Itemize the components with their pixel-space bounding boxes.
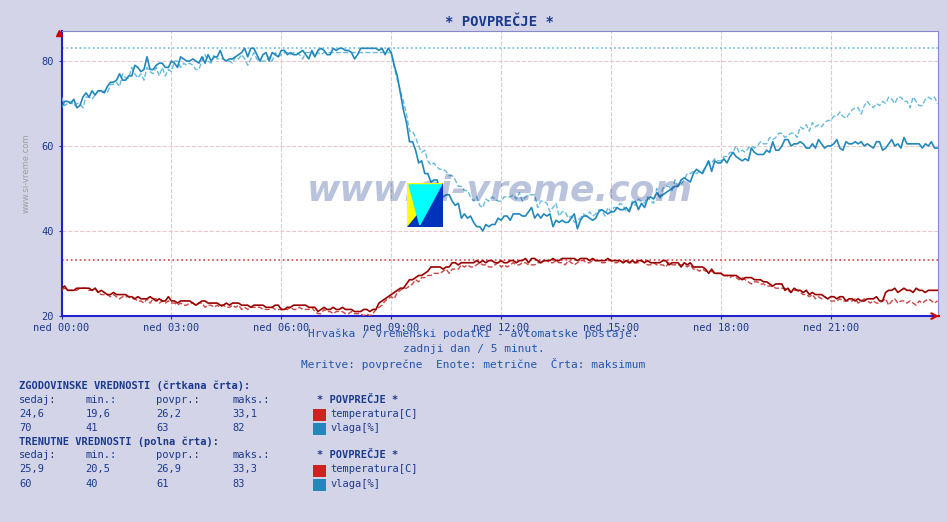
- Text: maks.:: maks.:: [232, 395, 270, 405]
- Text: temperatura[C]: temperatura[C]: [331, 409, 418, 419]
- Text: 24,6: 24,6: [19, 409, 44, 419]
- Text: zadnji dan / 5 minut.: zadnji dan / 5 minut.: [402, 345, 545, 354]
- Text: 33,3: 33,3: [232, 465, 257, 474]
- Text: * POVPREČJE *: * POVPREČJE *: [317, 395, 399, 405]
- Text: sedaj:: sedaj:: [19, 395, 57, 405]
- Title: * POVPREČJE *: * POVPREČJE *: [445, 15, 554, 29]
- Text: 26,9: 26,9: [156, 465, 181, 474]
- Text: vlaga[%]: vlaga[%]: [331, 423, 381, 433]
- Text: TRENUTNE VREDNOSTI (polna črta):: TRENUTNE VREDNOSTI (polna črta):: [19, 436, 219, 447]
- Polygon shape: [407, 183, 443, 227]
- Text: ZGODOVINSKE VREDNOSTI (črtkana črta):: ZGODOVINSKE VREDNOSTI (črtkana črta):: [19, 381, 250, 391]
- Text: povpr.:: povpr.:: [156, 450, 200, 460]
- Text: sedaj:: sedaj:: [19, 450, 57, 460]
- Text: * POVPREČJE *: * POVPREČJE *: [317, 450, 399, 460]
- Text: temperatura[C]: temperatura[C]: [331, 465, 418, 474]
- Polygon shape: [409, 185, 441, 225]
- Text: 25,9: 25,9: [19, 465, 44, 474]
- Polygon shape: [407, 183, 443, 227]
- Text: www.si-vreme.com: www.si-vreme.com: [22, 134, 31, 213]
- Text: 33,1: 33,1: [232, 409, 257, 419]
- Text: 82: 82: [232, 423, 244, 433]
- Text: 63: 63: [156, 423, 169, 433]
- Text: 19,6: 19,6: [85, 409, 110, 419]
- Text: 70: 70: [19, 423, 31, 433]
- Text: 20,5: 20,5: [85, 465, 110, 474]
- Text: 26,2: 26,2: [156, 409, 181, 419]
- Text: Hrvaška / vremenski podatki - avtomatske postaje.: Hrvaška / vremenski podatki - avtomatske…: [308, 328, 639, 339]
- Text: vlaga[%]: vlaga[%]: [331, 479, 381, 489]
- Text: 40: 40: [85, 479, 98, 489]
- Text: 41: 41: [85, 423, 98, 433]
- Text: min.:: min.:: [85, 450, 116, 460]
- Text: min.:: min.:: [85, 395, 116, 405]
- Text: maks.:: maks.:: [232, 450, 270, 460]
- Text: 83: 83: [232, 479, 244, 489]
- Text: povpr.:: povpr.:: [156, 395, 200, 405]
- Text: 61: 61: [156, 479, 169, 489]
- Text: 60: 60: [19, 479, 31, 489]
- Text: www.si-vreme.com: www.si-vreme.com: [307, 174, 692, 208]
- Text: Meritve: povprečne  Enote: metrične  Črta: maksimum: Meritve: povprečne Enote: metrične Črta:…: [301, 358, 646, 370]
